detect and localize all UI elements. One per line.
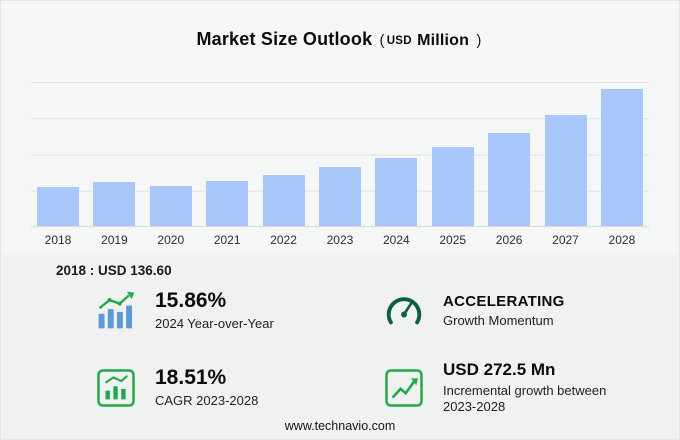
bar-2025 — [431, 147, 474, 226]
bar-2021 — [206, 180, 249, 226]
stat-growth-momentum: ACCELERATING Growth Momentum — [381, 288, 639, 334]
footer-url[interactable]: www.technavio.com — [284, 419, 396, 433]
bar-2026 — [488, 133, 531, 226]
gauge-icon — [381, 288, 427, 334]
x-tick-2027: 2027 — [552, 233, 579, 247]
line-chart-box-icon — [381, 365, 427, 411]
bar-2024 — [375, 158, 418, 226]
title-main: Market Size Outlook — [196, 29, 373, 49]
stats-grid: 15.86% 2024 Year-over-Year ACCELERATING … — [1, 278, 679, 415]
x-tick-2026: 2026 — [495, 233, 523, 247]
bar-2028 — [600, 88, 643, 226]
title-unit: Million — [417, 32, 470, 49]
bar-2020 — [149, 185, 192, 226]
x-tick-2021: 2021 — [213, 233, 241, 247]
page-title: Market Size Outlook (USD Million ) — [1, 1, 679, 50]
bar-2018 — [37, 186, 79, 226]
yoy-growth-label: 2024 Year-over-Year — [155, 316, 274, 332]
x-tick-2025: 2025 — [439, 233, 467, 247]
cagr-value: 18.51% — [155, 365, 227, 389]
x-tick-2020: 2020 — [157, 233, 185, 247]
momentum-label: Growth Momentum — [443, 313, 554, 328]
title-paren-open: ( — [379, 32, 385, 49]
bar-chart — [31, 82, 649, 227]
stat-cagr: 18.51% CAGR 2023-2028 — [93, 360, 351, 415]
incremental-label: Incremental growth between 2023-2028 — [443, 382, 607, 414]
bar-series — [31, 82, 649, 226]
stat-text: 15.86% 2024 Year-over-Year — [155, 289, 274, 332]
momentum-value: ACCELERATING — [443, 292, 565, 310]
yoy-growth-value: 15.86% — [155, 289, 227, 313]
cagr-label: CAGR 2023-2028 — [155, 392, 259, 408]
stat-text: ACCELERATING Growth Momentum — [443, 293, 565, 330]
stats-panel: 2018 : USD 136.60 — [1, 255, 679, 439]
x-tick-2018: 2018 — [44, 233, 72, 247]
x-tick-2024: 2024 — [382, 233, 410, 247]
stat-incremental-growth: USD 272.5 Mn Incremental growth between … — [381, 360, 639, 415]
stat-text: USD 272.5 Mn Incremental growth between … — [443, 360, 613, 415]
title-currency: USD — [386, 35, 412, 47]
bar-2022 — [262, 174, 305, 226]
stat-text: 18.51% CAGR 2023-2028 — [155, 366, 258, 409]
title-paren-close: ) — [476, 32, 482, 49]
bar-chart-box-icon — [93, 365, 139, 411]
x-tick-2023: 2023 — [326, 233, 354, 247]
x-axis-labels: 2018 2019 2020 2021 2022 2023 2024 2025 2026 2027… — [31, 233, 649, 247]
bars-up-arrow-icon — [93, 288, 139, 334]
base-year-annotation: 2018 : USD 136.60 — [56, 263, 172, 278]
x-tick-2028: 2028 — [608, 233, 636, 247]
bar-2027 — [544, 115, 587, 226]
bar-2019 — [93, 182, 136, 226]
stat-yoy-growth: 15.86% 2024 Year-over-Year — [93, 288, 351, 334]
incremental-value: USD 272.5 Mn — [443, 360, 556, 379]
x-tick-2022: 2022 — [270, 233, 297, 247]
bar-2023 — [318, 167, 361, 226]
x-tick-2019: 2019 — [101, 233, 128, 247]
